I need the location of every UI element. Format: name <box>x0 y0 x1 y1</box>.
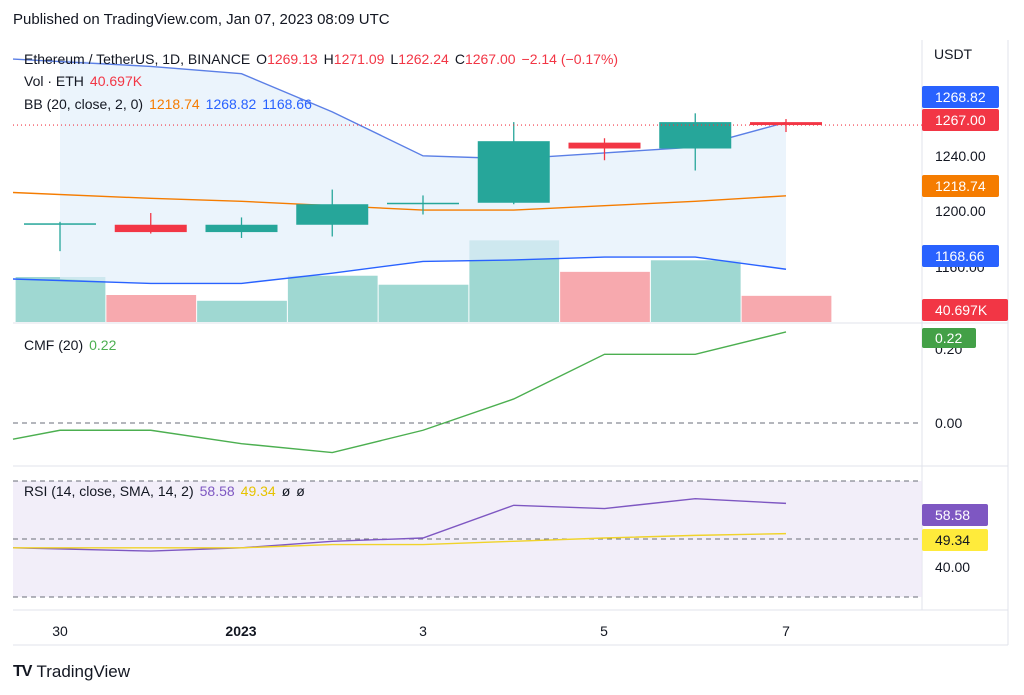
time-label-3: 3 <box>419 623 427 639</box>
rsi-tick-40: 40.00 <box>935 559 970 575</box>
candle-body <box>387 202 459 205</box>
svg-text:1268.82: 1268.82 <box>935 89 986 105</box>
bb-label: BB (20, close, 2, 0) <box>24 96 144 112</box>
symbol-legend[interactable]: Ethereum / TetherUS, 1D, BINANCE O1269.13… <box>24 51 624 67</box>
bb-mid-value: 1218.74 <box>149 96 200 112</box>
badge-volume: 40.697K <box>922 299 1008 321</box>
rsi-legend[interactable]: RSI (14, close, SMA, 14, 2) 58.58 49.34 ø ø <box>24 483 311 499</box>
rsi-sma-value: 49.34 <box>240 483 276 499</box>
time-label-7: 7 <box>782 623 790 639</box>
time-label-30: 30 <box>52 623 68 639</box>
candle-body <box>114 224 187 233</box>
volume-bar <box>197 300 287 322</box>
low-value: 1262.24 <box>398 51 449 67</box>
brand-name: TradingView <box>36 662 131 681</box>
price-tick-1240: 1240.00 <box>935 148 986 164</box>
tradingview-logo-icon: TV <box>13 663 32 680</box>
volume-bar <box>741 295 832 322</box>
svg-text:49.34: 49.34 <box>935 532 970 548</box>
cmf-tick-000: 0.00 <box>935 415 962 431</box>
cmf-value: 0.22 <box>89 337 117 353</box>
high-value: 1271.09 <box>333 51 385 67</box>
volume-bar <box>15 277 106 322</box>
badge-cmf: 0.22 <box>922 328 976 348</box>
bb-fill <box>60 59 786 284</box>
volume-bar <box>287 275 378 322</box>
close-value: 1267.00 <box>464 51 516 67</box>
candle-body <box>477 141 550 203</box>
rsi-null-1: ø <box>281 483 291 499</box>
volume-bars <box>15 240 832 322</box>
volume-label: Vol · ETH <box>24 73 84 89</box>
volume-bar <box>650 260 741 322</box>
candle-body <box>750 122 822 126</box>
cmf-line <box>12 331 787 454</box>
badge-rsi: 58.58 <box>922 504 988 526</box>
volume-bar <box>106 295 197 322</box>
candle-body <box>568 142 641 149</box>
bb-lower-value: 1168.66 <box>262 96 312 112</box>
cmf-legend[interactable]: CMF (20) 0.22 <box>24 337 122 353</box>
indicator-lines <box>12 58 787 552</box>
bb-upper-value: 1268.82 <box>205 96 257 112</box>
svg-text:0.22: 0.22 <box>935 330 962 346</box>
candle-body <box>24 223 96 225</box>
badge-rsi-sma: 49.34 <box>922 529 988 551</box>
tradingview-brand[interactable]: TV TradingView <box>13 662 130 682</box>
currency-label: USDT <box>934 46 973 62</box>
rsi-value: 58.58 <box>199 483 235 499</box>
low-label: L <box>390 51 399 67</box>
badge-bb-lower: 1168.66 <box>922 245 999 267</box>
volume-value: 40.697K <box>89 73 143 89</box>
time-label-5: 5 <box>600 623 608 639</box>
bb-band-fill <box>60 59 786 284</box>
open-value: 1269.13 <box>267 51 318 67</box>
svg-text:1168.66: 1168.66 <box>935 248 985 264</box>
badge-bb-upper: 1268.82 <box>922 86 999 108</box>
rsi-label: RSI (14, close, SMA, 14, 2) <box>24 483 194 499</box>
volume-legend[interactable]: Vol · ETH 40.697K <box>24 73 148 89</box>
open-label: O <box>256 51 268 67</box>
symbol-name: Ethereum / TetherUS, 1D, BINANCE <box>24 51 251 67</box>
rsi-null-2: ø <box>296 483 305 499</box>
bb-lower-line <box>12 256 787 285</box>
change-value: −2.14 (−0.17%) <box>521 51 619 67</box>
bb-legend[interactable]: BB (20, close, 2, 0) 1218.74 1268.82 1168.6… <box>24 96 318 112</box>
svg-text:40.697K: 40.697K <box>935 302 988 318</box>
time-label-2023: 2023 <box>225 623 256 639</box>
candles[interactable] <box>24 113 822 252</box>
volume-bar <box>560 271 650 322</box>
svg-text:1218.74: 1218.74 <box>935 178 986 194</box>
close-label: C <box>454 51 465 67</box>
volume-bar <box>378 284 469 322</box>
badge-bb-mid: 1218.74 <box>922 175 999 197</box>
published-caption: Published on TradingView.com, Jan 07, 20… <box>13 11 390 28</box>
badge-last-price: 1267.00 <box>922 109 999 131</box>
rsi-sma-line <box>13 532 787 549</box>
cmf-label: CMF (20) <box>24 337 84 353</box>
bb-upper-line <box>12 58 787 160</box>
candle-body <box>296 204 369 225</box>
high-label: H <box>323 51 334 67</box>
candle-body <box>659 122 732 149</box>
price-tick-1200: 1200.00 <box>935 203 986 219</box>
candle-body <box>205 224 278 233</box>
rsi-line <box>12 498 787 552</box>
svg-text:58.58: 58.58 <box>935 507 970 523</box>
svg-text:1267.00: 1267.00 <box>935 112 986 128</box>
